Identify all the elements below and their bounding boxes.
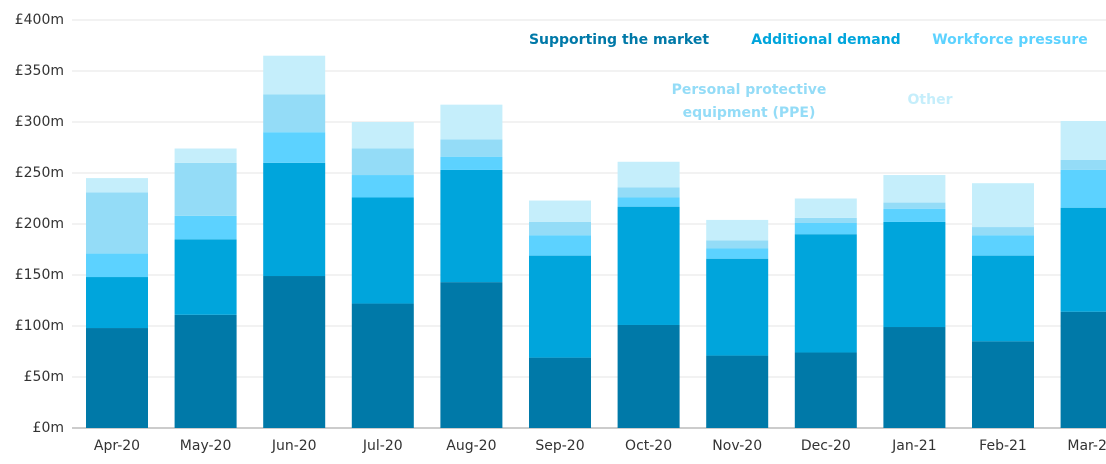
bar-segment [174, 314, 237, 428]
bar-segment [972, 235, 1034, 256]
bar-segment [529, 200, 591, 222]
bar-segment [617, 197, 680, 207]
bar-segment [794, 217, 857, 223]
bar-segment [1060, 120, 1106, 160]
y-tick-label: £150m [15, 267, 64, 283]
bar-segment [440, 139, 503, 157]
y-tick-label: £300m [15, 114, 64, 130]
y-tick-label: £100m [15, 318, 64, 334]
y-tick-label: £200m [15, 216, 64, 232]
bar-segment [617, 187, 680, 198]
bar-segment [706, 219, 769, 241]
bar-segment [351, 197, 414, 304]
bar-segment [972, 183, 1034, 228]
bar-segment [174, 162, 237, 216]
x-tick-label: Jun-20 [271, 438, 317, 454]
x-tick-label: Jan-21 [891, 438, 936, 454]
bar-segment [440, 169, 503, 283]
bar-segment [440, 282, 503, 428]
bar-segment [529, 221, 591, 236]
x-tick-label: Feb-21 [979, 438, 1027, 454]
y-tick-label: £50m [24, 369, 64, 385]
bar-segment [794, 352, 857, 428]
bar-segment [174, 215, 237, 240]
x-tick-label: Nov-20 [712, 438, 762, 454]
bar-segment [794, 234, 857, 353]
legend-label: Workforce pressure [932, 32, 1088, 48]
bar-segment [263, 94, 326, 133]
bar-segment [706, 248, 769, 259]
bar-segment [706, 258, 769, 356]
x-tick-label: Sep-20 [535, 438, 584, 454]
legend-label: Other [907, 92, 953, 108]
bar-segment [263, 132, 326, 163]
bar-segment [351, 122, 414, 149]
bar-segment [440, 156, 503, 170]
bar-segment [883, 208, 946, 222]
bar-segment [617, 206, 680, 325]
bar-segment [794, 222, 857, 235]
x-tick-label: Mar-21 [1067, 438, 1106, 454]
x-tick-label: Dec-20 [801, 438, 851, 454]
bar-segment [86, 277, 148, 329]
bar-segment [351, 175, 414, 198]
bar-segment [706, 240, 769, 249]
bar-segment [1060, 169, 1106, 208]
bar-segment [263, 55, 326, 95]
bar-segment [440, 104, 503, 140]
bar-segment [86, 192, 148, 254]
bar-segment [86, 178, 148, 193]
bar-segment [1060, 207, 1106, 312]
y-tick-label: £0m [33, 420, 64, 436]
bar-segment [1060, 159, 1106, 170]
bar-segment [972, 227, 1034, 236]
x-tick-label: May-20 [180, 438, 232, 454]
bar-segment [86, 328, 148, 428]
bar-segment [86, 253, 148, 278]
y-tick-label: £400m [15, 12, 64, 28]
bar-segment [263, 162, 326, 277]
bar-segment [351, 148, 414, 176]
bar-segment [529, 235, 591, 256]
bar-segment [351, 303, 414, 428]
bar-segment [883, 202, 946, 209]
y-tick-label: £350m [15, 63, 64, 79]
x-tick-label: Aug-20 [446, 438, 496, 454]
bar-segment [617, 324, 680, 428]
bar-segment [1060, 311, 1106, 428]
bar-segment [617, 161, 680, 188]
bar-segment [972, 255, 1034, 342]
legend-label: Additional demand [751, 32, 901, 48]
bar-segment [883, 175, 946, 203]
bar-segment [883, 327, 946, 428]
bar-segment [174, 148, 237, 163]
bar-segment [529, 255, 591, 358]
x-tick-label: Jul-20 [362, 438, 403, 454]
bar-segment [529, 357, 591, 428]
x-tick-label: Apr-20 [94, 438, 140, 454]
bar-segment [972, 341, 1034, 428]
y-tick-label: £250m [15, 165, 64, 181]
bar-segment [263, 276, 326, 428]
bar-segment [794, 198, 857, 218]
bar-segment [706, 355, 769, 428]
legend-label: Personal protective equipment (PPE) [671, 82, 827, 121]
bar-segment [174, 239, 237, 315]
x-tick-label: Oct-20 [625, 438, 672, 454]
bar-segment [883, 221, 946, 328]
legend-label: Supporting the market [528, 32, 710, 48]
